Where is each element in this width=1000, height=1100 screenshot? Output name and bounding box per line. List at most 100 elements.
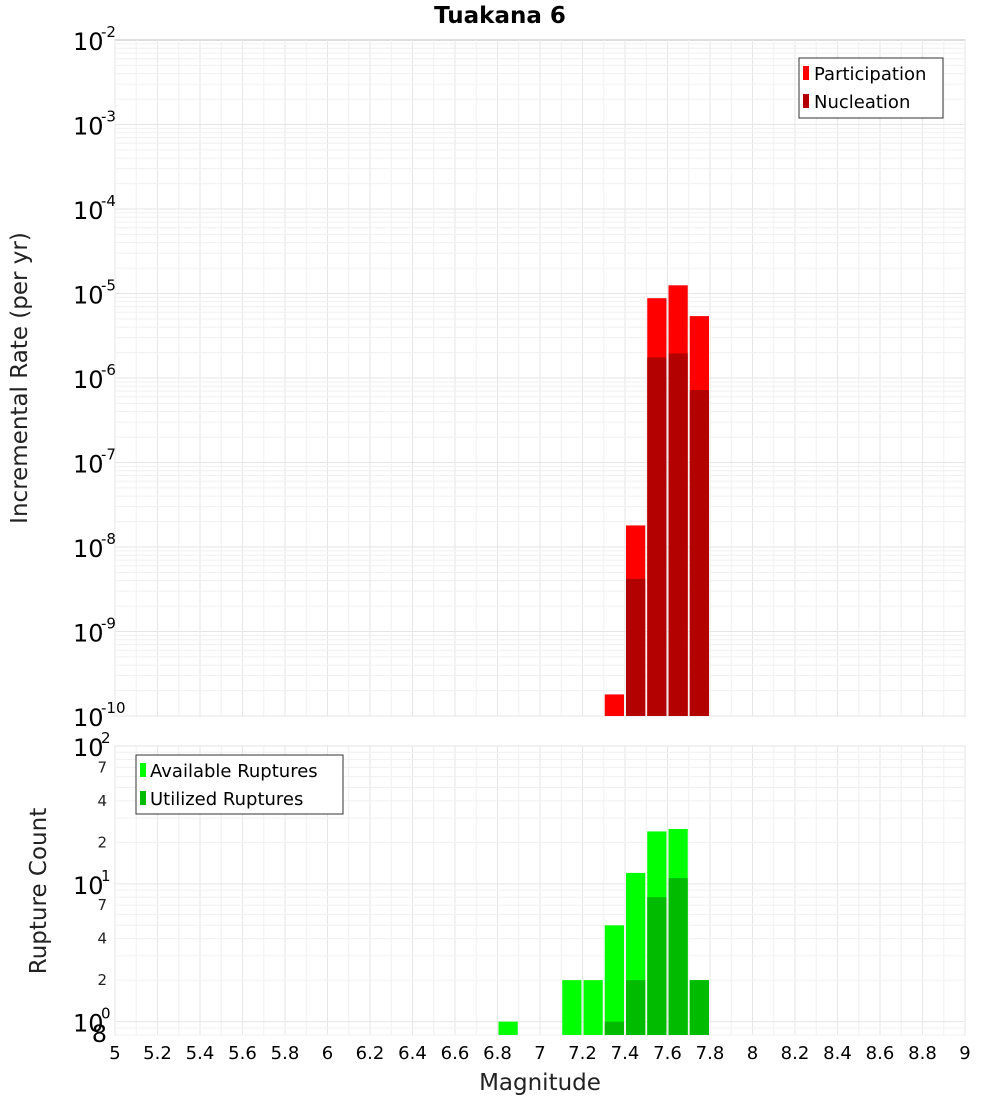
top-bar-participation <box>604 694 624 716</box>
svg-text:-10: -10 <box>101 699 126 717</box>
bottom-bar-available-ruptures <box>583 980 603 1035</box>
x-axis-ticks: 5 5.2 5.4 5.6 5.8 6 6.2 6.4 6.6 6.8 7 7.2 7.4 7.6 7.8 8… <box>109 1043 970 1064</box>
top-legend: Participation Nucleation <box>798 57 944 119</box>
x-tick-label: 6.4 <box>398 1043 427 1064</box>
top-legend-box <box>798 57 944 119</box>
bottom-legend: Available Ruptures Utilized Ruptures <box>135 754 344 815</box>
bottom-bar-utilized-ruptures <box>668 878 688 1035</box>
x-tick-label: 9 <box>959 1043 970 1064</box>
bottom-y-minor-tick-label: 4 <box>97 930 107 948</box>
svg-text:10: 10 <box>73 282 104 310</box>
legend-swatch-utilized-ruptures <box>140 791 146 805</box>
legend-label-nucleation: Nucleation <box>814 92 910 113</box>
x-tick-label: 6.6 <box>441 1043 470 1064</box>
top-y-tick-label: 10-4 <box>73 192 116 225</box>
x-tick-label: 8.4 <box>823 1043 852 1064</box>
top-grid <box>114 40 966 717</box>
top-bar-nucleation <box>668 353 688 716</box>
bottom-bar-available-ruptures <box>604 925 624 1035</box>
bottom-bar-available-ruptures <box>498 1021 518 1035</box>
bottom-bars <box>498 828 709 1035</box>
x-tick-label: 5.8 <box>271 1043 300 1064</box>
bottom-y-tick-label: 102 <box>73 729 111 762</box>
bottom-bar-utilized-ruptures <box>626 980 646 1035</box>
svg-text:10: 10 <box>73 451 104 479</box>
bottom-bar-utilized-ruptures <box>689 980 709 1035</box>
bottom-bar-utilized-ruptures <box>604 1021 624 1035</box>
chart-title: Tuakana 6 <box>434 3 566 29</box>
x-tick-label: 5.6 <box>228 1043 257 1064</box>
svg-text:-3: -3 <box>101 108 116 126</box>
svg-text:-4: -4 <box>101 192 116 210</box>
x-tick-label: 7.4 <box>611 1043 640 1064</box>
bottom-y-tick-label: 100 <box>73 1005 111 1038</box>
x-tick-label: 5 <box>109 1043 120 1064</box>
bottom-y-minor-tick-label: 7 <box>97 758 107 776</box>
top-bar-nucleation <box>647 357 667 716</box>
legend-swatch-available-ruptures <box>140 763 146 777</box>
legend-swatch-participation <box>803 66 809 80</box>
legend-label-participation: Participation <box>814 64 926 85</box>
x-tick-label: 7.8 <box>696 1043 725 1064</box>
x-tick-label: 6.8 <box>483 1043 512 1064</box>
x-tick-label: 7 <box>534 1043 545 1064</box>
bottom-y-axis-label: Rupture Count <box>26 808 52 974</box>
legend-swatch-nucleation <box>803 94 809 108</box>
top-y-tick-label: 10-5 <box>73 277 116 310</box>
svg-text:10: 10 <box>73 1010 104 1038</box>
x-tick-label: 6.2 <box>356 1043 385 1064</box>
bottom-y-minor-tick-label: 7 <box>97 896 107 914</box>
svg-text:10: 10 <box>73 704 104 732</box>
x-tick-label: 8.2 <box>781 1043 810 1064</box>
bottom-y-lowest-tick-label: 8 <box>92 1020 107 1048</box>
svg-text:-7: -7 <box>101 446 116 464</box>
x-tick-label: 5.2 <box>143 1043 172 1064</box>
top-y-tick-label: 10-8 <box>73 530 116 563</box>
svg-text:10: 10 <box>73 113 104 141</box>
top-y-tick-label: 10-7 <box>73 446 116 479</box>
svg-text:-2: -2 <box>101 23 116 41</box>
bottom-y-tick-label: 101 <box>73 867 111 900</box>
bottom-bar-available-ruptures <box>562 980 582 1035</box>
svg-text:-5: -5 <box>101 277 116 295</box>
svg-text:10: 10 <box>73 620 104 648</box>
svg-text:10: 10 <box>73 734 104 762</box>
top-y-tick-label: 10-10 <box>73 699 126 732</box>
svg-text:1: 1 <box>101 867 111 885</box>
x-tick-label: 8 <box>747 1043 758 1064</box>
svg-text:10: 10 <box>73 28 104 56</box>
top-y-tick-label: 10-9 <box>73 615 116 648</box>
legend-label-available-ruptures: Available Ruptures <box>150 761 318 782</box>
svg-text:10: 10 <box>73 872 104 900</box>
svg-text:-6: -6 <box>101 361 116 379</box>
top-y-tick-label: 10-2 <box>73 23 116 56</box>
top-y-tick-label: 10-6 <box>73 361 116 394</box>
bottom-y-minor-tick-label: 2 <box>97 971 107 989</box>
x-tick-label: 7.2 <box>568 1043 597 1064</box>
legend-label-utilized-ruptures: Utilized Ruptures <box>150 789 303 810</box>
svg-text:-8: -8 <box>101 530 116 548</box>
bottom-legend-box <box>135 754 344 815</box>
x-tick-label: 8.6 <box>866 1043 895 1064</box>
bottom-bar-utilized-ruptures <box>647 897 667 1035</box>
bottom-y-minor-tick-label: 4 <box>97 792 107 810</box>
x-tick-label: 8.8 <box>908 1043 937 1064</box>
svg-text:10: 10 <box>73 535 104 563</box>
x-axis-label: Magnitude <box>479 1070 601 1096</box>
svg-text:10: 10 <box>73 366 104 394</box>
x-tick-label: 5.4 <box>186 1043 215 1064</box>
top-y-tick-label: 10-3 <box>73 108 116 141</box>
top-bar-nucleation <box>689 390 709 716</box>
bottom-y-minor-tick-label: 2 <box>97 833 107 851</box>
svg-text:0: 0 <box>101 1005 111 1023</box>
x-tick-label: 6 <box>322 1043 333 1064</box>
svg-text:-9: -9 <box>101 615 116 633</box>
top-bars <box>604 285 709 716</box>
svg-text:2: 2 <box>101 729 111 747</box>
top-bar-nucleation <box>626 578 646 716</box>
